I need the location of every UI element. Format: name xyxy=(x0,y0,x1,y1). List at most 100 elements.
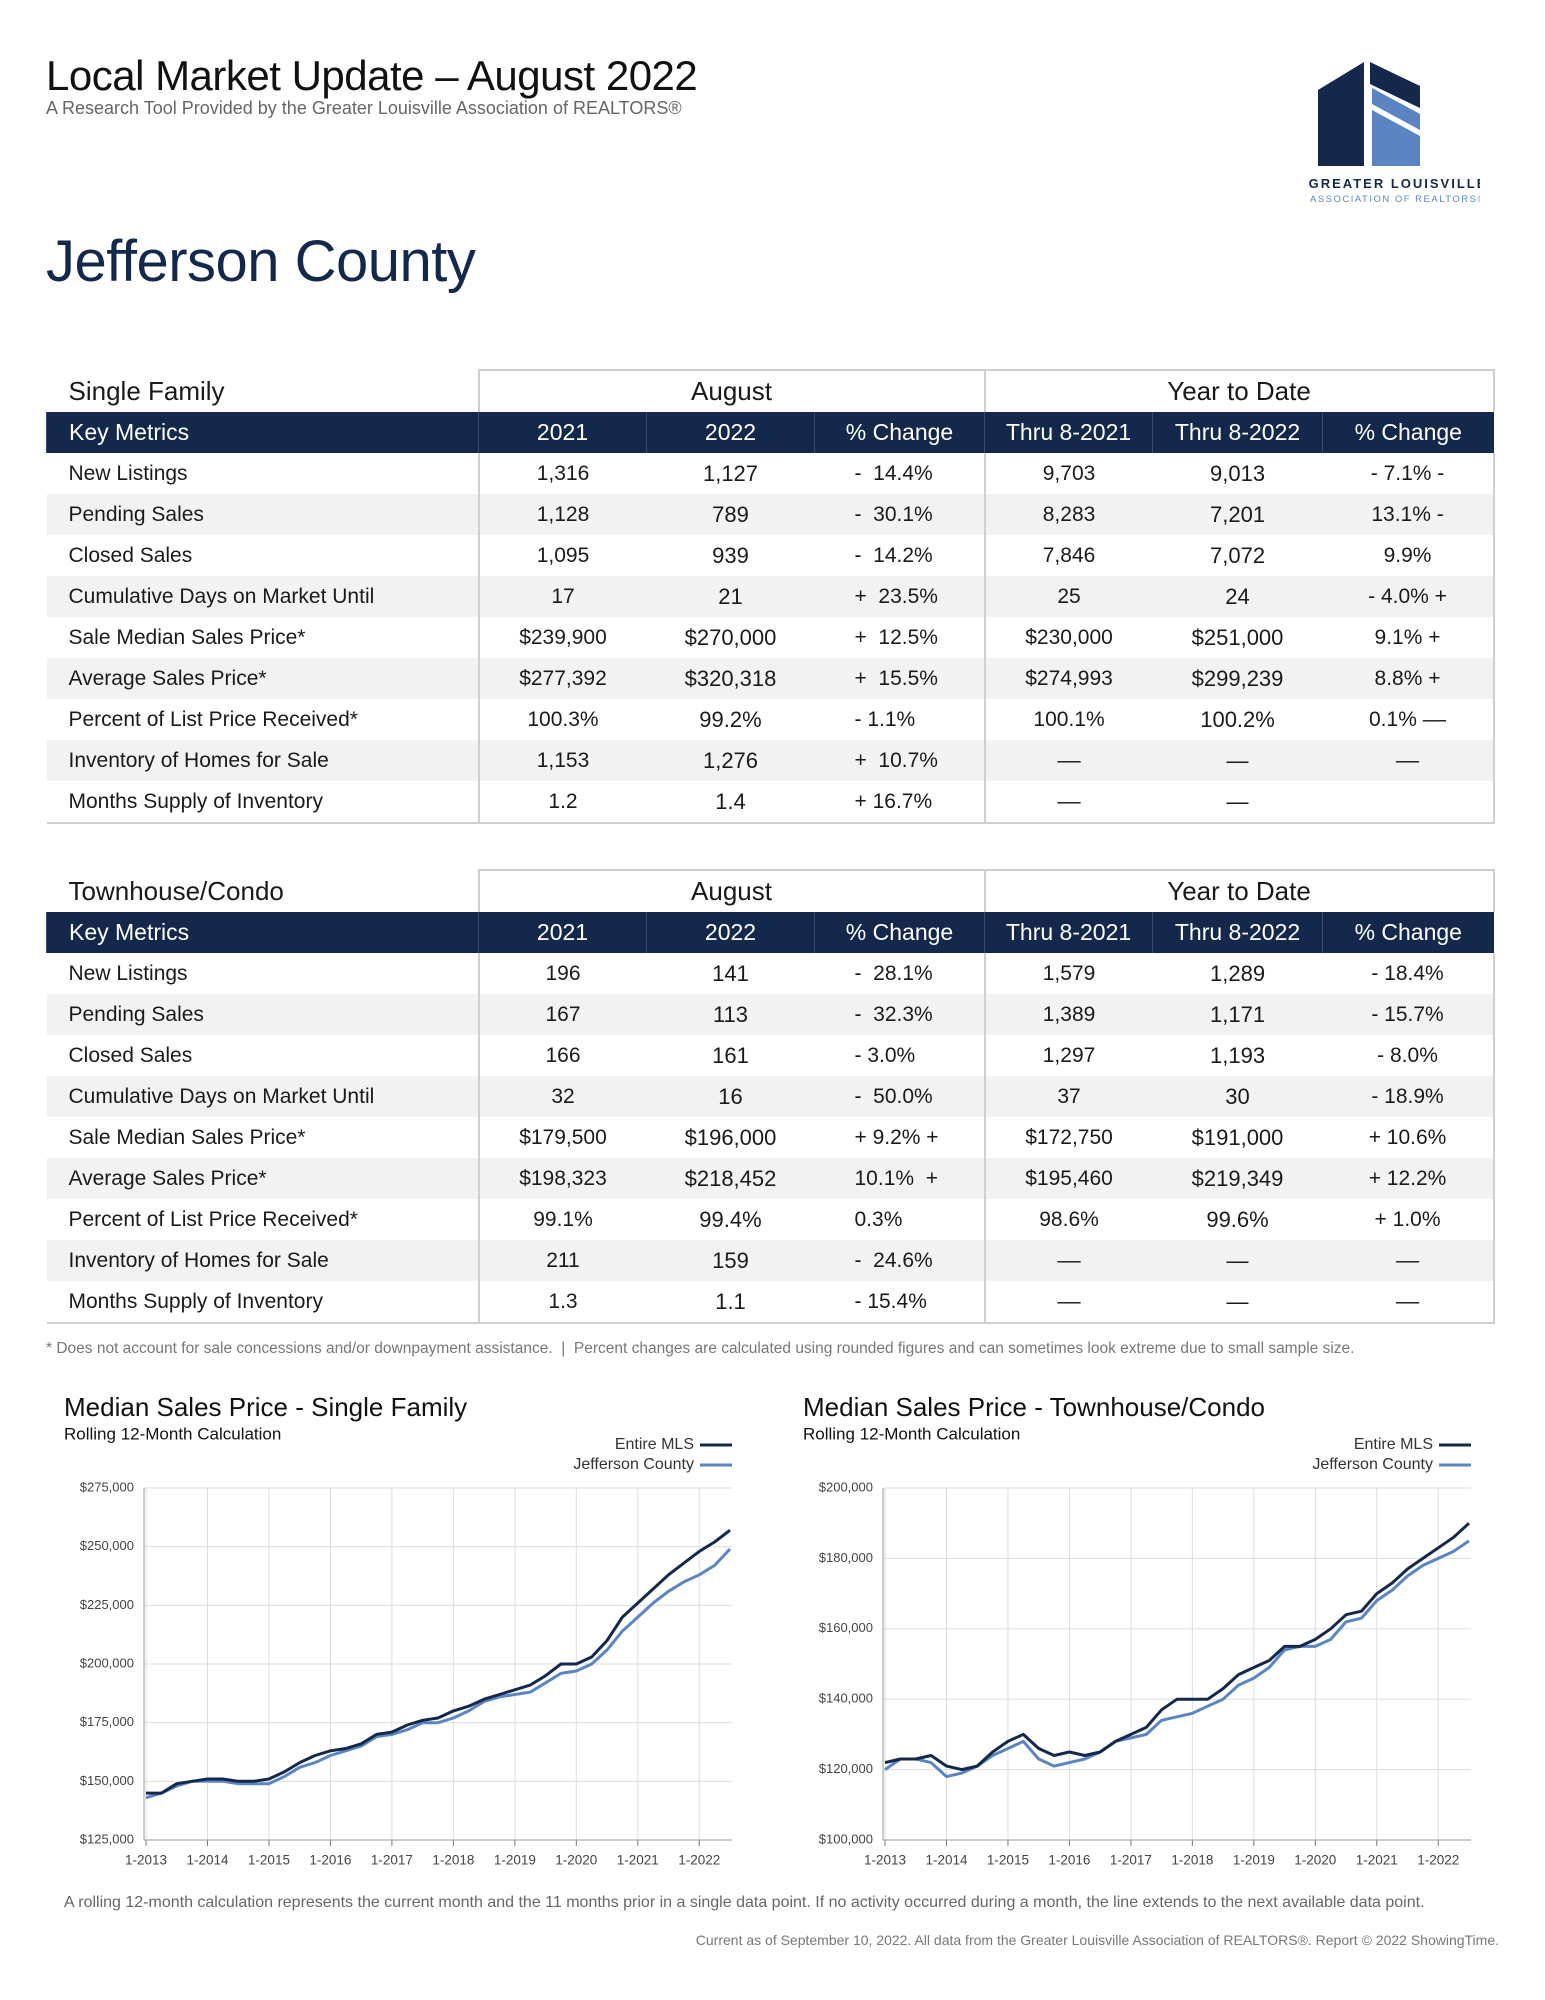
table-cell: - 24.6% xyxy=(814,1240,985,1281)
table-cell: 8,283 xyxy=(983,494,1153,535)
table-row: Cumulative Days on Market Until 32 16- 50.… xyxy=(46,1076,1495,1117)
row-label: Inventory of Homes for Sale xyxy=(46,740,479,781)
y-tick-label: $200,000 xyxy=(80,1655,134,1670)
chart-subtitle: Rolling 12-Month Calculation xyxy=(803,1424,1020,1443)
row-label: Pending Sales xyxy=(46,994,479,1035)
table-cell: –– xyxy=(1322,1281,1495,1324)
section-title: Townhouse/Condo xyxy=(68,875,284,906)
table-cell: 9.1% + xyxy=(1322,617,1495,658)
y-tick-label: $125,000 xyxy=(80,1831,134,1846)
table-cell: - 7.1% - xyxy=(1322,453,1495,494)
table-cell: –– xyxy=(983,781,1153,824)
table-cell: 99.1% xyxy=(477,1199,647,1240)
table-cell: 1,289 xyxy=(1210,960,1266,986)
row-label: Months Supply of Inventory xyxy=(46,1281,479,1324)
x-tick-label: 1-2020 xyxy=(1294,1853,1336,1868)
table-cell: - 14.4% xyxy=(854,461,933,485)
table-cell: 99.2% xyxy=(699,706,762,732)
column-header: 2022 xyxy=(646,412,815,453)
table-cell: –– xyxy=(983,1240,1153,1281)
row-label: New Listings xyxy=(68,961,188,985)
table-row: New Listings 1,316 1,127 - 14.4% 9,703 9,013 -… xyxy=(47,453,1495,494)
row-label: Average Sales Price* xyxy=(46,1158,479,1199)
header-row: Key Metrics 2021 2022% Change Thru 8-2021 Th… xyxy=(46,412,1494,453)
series-line xyxy=(145,1547,732,1800)
table-cell: 16 xyxy=(646,1076,815,1117)
table-cell: –– xyxy=(983,1281,1153,1324)
table-cell: 17 xyxy=(477,576,647,617)
table-cell: 1.1 xyxy=(646,1281,815,1324)
header-row: Key Metrics 2021 2022% Change Thru 8-2021 Th… xyxy=(46,912,1494,953)
table-cell: — xyxy=(1152,781,1323,824)
table-cell: + 10.6% xyxy=(1322,1117,1495,1158)
table-cell: 1.3 xyxy=(477,1281,647,1324)
table-cell: $270,000 xyxy=(684,624,777,650)
y-tick-label: $250,000 xyxy=(80,1538,134,1553)
table-cell: - 8.0% xyxy=(1322,1035,1495,1076)
logo-text: ASSOCIATION OF REALTORS® xyxy=(1310,194,1480,205)
column-header: % Change xyxy=(813,412,985,453)
table-cell: 13.1% - xyxy=(1322,494,1495,535)
group-header: August xyxy=(477,869,986,912)
table-row: Pending Sales 167 113- 32.3% 1,389 1,171- 15… xyxy=(46,994,1495,1035)
table-cell: $195,460 xyxy=(983,1158,1153,1199)
table-cell: - 30.1% xyxy=(814,494,985,535)
table-cell: + 10.7% xyxy=(814,740,985,781)
table-cell: + 1.0% xyxy=(1322,1199,1495,1240)
chart-title: Median Sales Price - Single Family xyxy=(64,1392,467,1422)
chart: Median Sales Price - Single Family Rollin… xyxy=(64,1392,732,1868)
logo-text: GREATER LOUISVILLE xyxy=(1309,176,1480,191)
logo: GREATER LOUISVILLE ASSOCIATION OF REALTO… xyxy=(1309,62,1480,205)
table-cell: –– xyxy=(983,740,1153,781)
table-cell: 1,153 xyxy=(477,740,647,781)
table-cell: $179,500 xyxy=(477,1117,647,1158)
table-cell: $218,452 xyxy=(646,1158,815,1199)
table-cell: –– xyxy=(1322,740,1495,781)
table-cell: 100.1% xyxy=(983,699,1153,740)
y-tick-label: $200,000 xyxy=(819,1479,873,1494)
table-cell: - 4.0% + xyxy=(1322,576,1495,617)
table-row: Average Sales Price* $198,323 $218,452 10.1… xyxy=(46,1158,1495,1199)
group-header: Year to Date xyxy=(983,369,1495,412)
table-cell: 7,201 xyxy=(1152,494,1323,535)
table-cell: - 15.4% xyxy=(814,1281,985,1324)
table-cell: + 16.7% xyxy=(814,781,985,824)
table-cell: 99.4% xyxy=(699,1206,762,1232)
table-cell: 99.6% xyxy=(1206,1206,1269,1232)
table-cell: 1,127 xyxy=(702,460,759,486)
y-tick-label: $160,000 xyxy=(819,1620,873,1635)
x-tick-label: 1-2013 xyxy=(125,1853,167,1868)
table-cell: 159 xyxy=(646,1240,815,1281)
table-cell: - 28.1% xyxy=(854,961,933,985)
x-tick-label: 1-2014 xyxy=(186,1853,229,1868)
table-cell: 113 xyxy=(646,994,815,1035)
footnote: * Does not account for sale concessions … xyxy=(46,1340,1355,1357)
chart: Median Sales Price - Townhouse/Condo Roll… xyxy=(803,1392,1471,1868)
table-cell: 1.2 xyxy=(477,781,647,824)
column-header: % Change xyxy=(1322,412,1494,453)
series-line xyxy=(146,1529,731,1795)
series-line xyxy=(884,1539,1470,1779)
x-tick-label: 1-2015 xyxy=(248,1853,290,1868)
table-cell: 9,703 xyxy=(983,453,1153,494)
table-cell: 9.9% xyxy=(1322,535,1495,576)
table-row: Months Supply of Inventory 1.2 1.4 + 16.7% –… xyxy=(46,781,1495,824)
y-tick-label: $150,000 xyxy=(80,1773,134,1788)
table-cell: –– xyxy=(1322,1240,1495,1281)
table-cell: 1,316 xyxy=(477,453,647,494)
table-cell: + 15.5% xyxy=(814,658,985,699)
table-cell: 7,846 xyxy=(983,535,1153,576)
row-label: Cumulative Days on Market Until xyxy=(46,576,479,617)
x-tick-label: 1-2017 xyxy=(1110,1853,1152,1868)
column-header: Key Metrics xyxy=(46,412,479,453)
column-header: % Change xyxy=(1322,912,1494,953)
table-cell: 30 xyxy=(1152,1076,1323,1117)
row-label: Average Sales Price* xyxy=(46,658,479,699)
x-tick-label: 1-2013 xyxy=(864,1853,906,1868)
y-tick-label: $225,000 xyxy=(80,1597,134,1612)
table-cell: 789 xyxy=(646,494,815,535)
x-tick-label: 1-2018 xyxy=(432,1853,474,1868)
table-cell: $230,000 xyxy=(983,617,1153,658)
table-cell: - 32.3% xyxy=(814,994,985,1035)
table-cell: 7,072 xyxy=(1210,542,1266,568)
